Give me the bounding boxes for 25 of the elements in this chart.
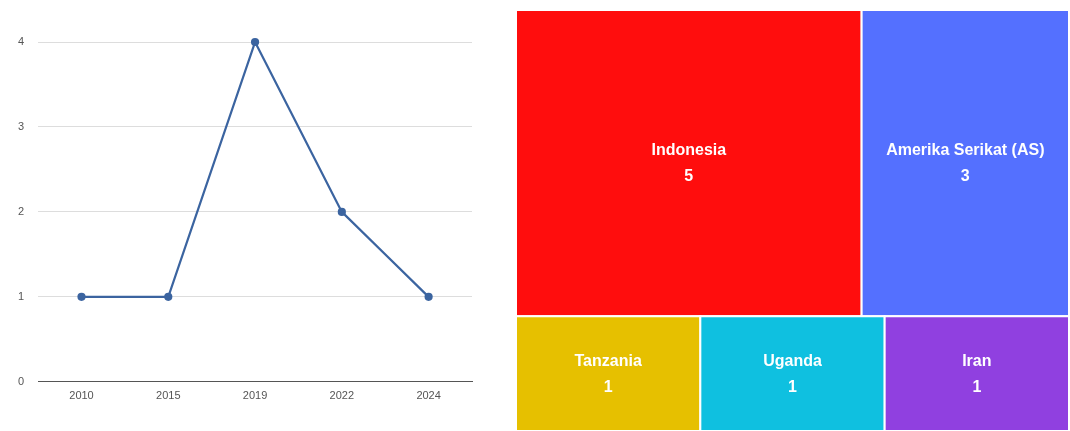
data-label: 1: [972, 378, 982, 395]
data-label: 1: [603, 378, 613, 395]
point: [337, 207, 346, 216]
category-label: Indonesia: [651, 141, 727, 159]
x-tick-label: 2024: [416, 389, 441, 402]
data-label: 5: [684, 167, 694, 185]
point: [250, 37, 260, 47]
y-tick-label: 0: [17, 374, 25, 387]
x-tick-label: 2022: [329, 389, 355, 402]
data-label: 1: [788, 378, 798, 395]
category-label: Amerika Serikat (AS): [886, 141, 1045, 159]
y-tick-label: 2: [17, 204, 25, 217]
x-tick-label: 2010: [69, 389, 94, 402]
point: [77, 292, 86, 301]
point: [424, 292, 433, 301]
data-label: 3: [960, 167, 970, 185]
point: [164, 292, 173, 301]
y-tick-label: 1: [17, 289, 25, 302]
category-label: Tanzania: [574, 352, 642, 369]
category-label: Uganda: [763, 352, 822, 369]
y-tick-label: 4: [17, 35, 25, 48]
category-label: Iran: [962, 352, 992, 369]
y-tick-label: 3: [17, 119, 25, 132]
x-tick-label: 2019: [242, 389, 268, 402]
x-tick-label: 2015: [156, 389, 181, 402]
